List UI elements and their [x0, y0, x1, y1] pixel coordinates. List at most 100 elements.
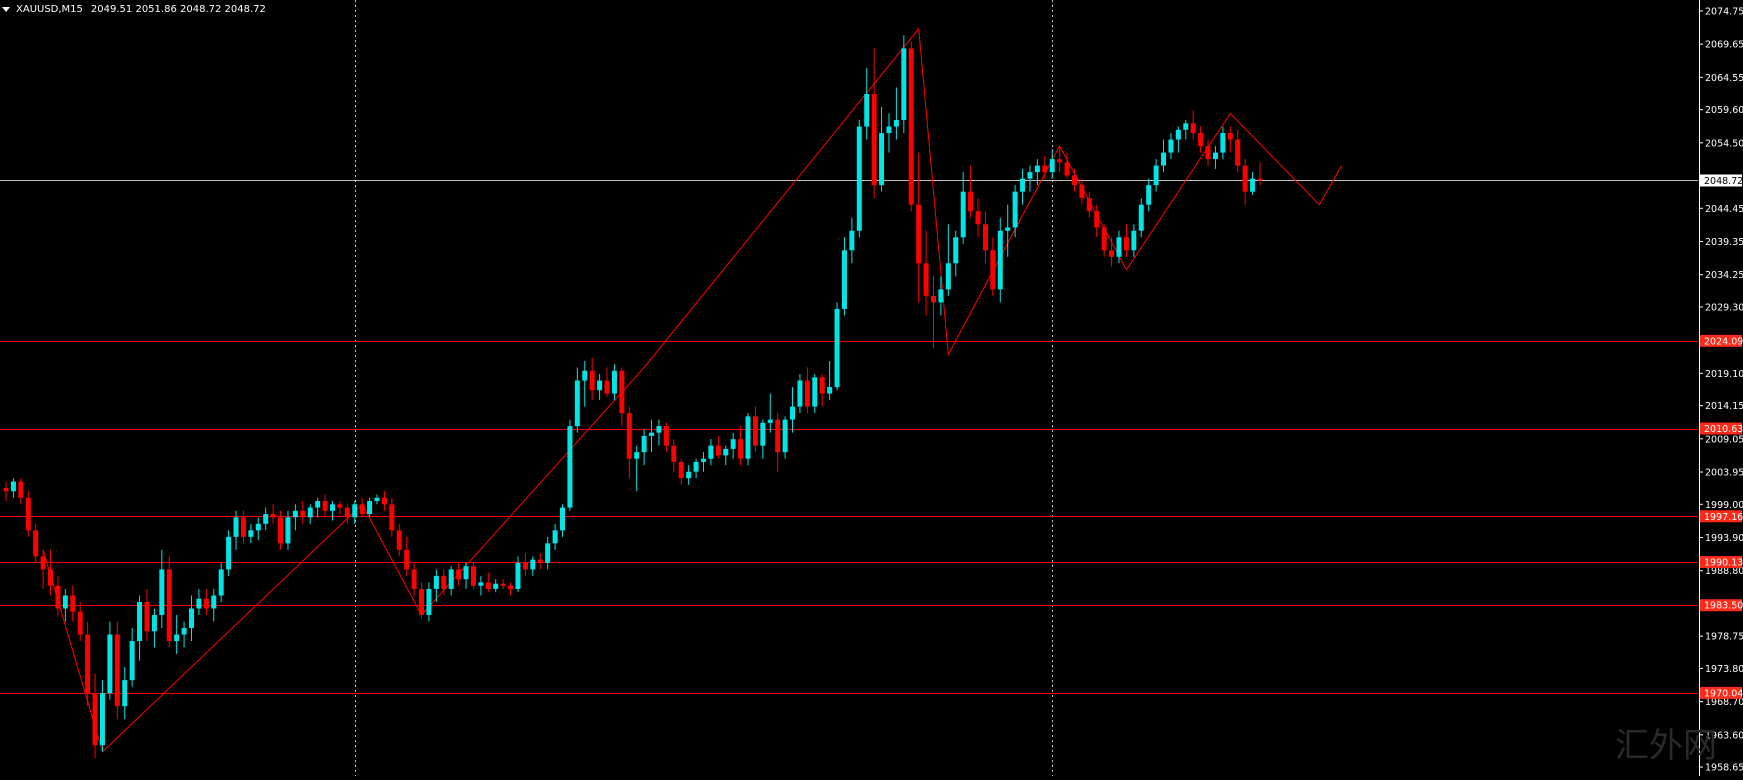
candle-body [270, 514, 276, 518]
candlestick [1116, 230, 1122, 264]
candlestick [433, 569, 439, 602]
candlestick [686, 465, 692, 485]
candlestick [649, 419, 655, 453]
candlestick [218, 562, 224, 602]
candlestick [493, 579, 499, 593]
candle-body [1109, 250, 1115, 257]
candlestick [1101, 224, 1107, 257]
candlestick [901, 35, 907, 134]
candlestick [819, 374, 825, 407]
candle-body [508, 585, 514, 589]
candlestick [62, 588, 68, 622]
dropdown-triangle-icon[interactable] [2, 6, 10, 12]
candlestick [508, 582, 514, 596]
candlestick [485, 572, 491, 593]
candle-body [1257, 178, 1263, 181]
candle-body [1175, 129, 1181, 140]
candlestick [456, 562, 462, 586]
candlestick [396, 523, 402, 557]
candlestick [760, 419, 766, 459]
price-tick-label: 1973.80 [1705, 664, 1743, 675]
candlestick [337, 501, 343, 515]
candle-body [92, 693, 98, 746]
price-tick-label: 1999.00 [1705, 500, 1743, 511]
candle-body [315, 501, 321, 508]
candlestick [790, 387, 796, 433]
candle-body [901, 48, 907, 121]
candle-body [693, 461, 699, 472]
candlestick [1257, 162, 1263, 186]
candle-body [752, 416, 758, 446]
candlestick [997, 217, 1003, 303]
candlestick [1123, 224, 1129, 257]
candle-body [945, 263, 951, 290]
candle-body [389, 504, 395, 531]
candle-body [678, 461, 684, 479]
level-price-label-box [1700, 556, 1742, 569]
level-price-label: 1990.13 [1704, 558, 1743, 569]
zigzag-indicator-line [42, 27, 1343, 753]
candlestick [1064, 152, 1070, 179]
candlestick [211, 588, 217, 622]
candle-body [1034, 165, 1040, 173]
candle-body [649, 432, 655, 436]
price-tick-label: 2019.10 [1705, 369, 1743, 380]
candlestick [137, 595, 143, 661]
candle-body [1027, 172, 1033, 179]
candlestick [752, 406, 758, 453]
candlestick [315, 497, 321, 518]
candle-body [656, 426, 662, 433]
candlestick [411, 562, 417, 596]
candlestick [1034, 159, 1040, 186]
price-tick-label: 2003.95 [1705, 468, 1743, 479]
candle-body [827, 387, 833, 394]
candle-body [263, 514, 269, 524]
candlestick [849, 217, 855, 264]
candle-body [211, 595, 217, 609]
candlestick [322, 494, 328, 518]
candle-body [55, 585, 61, 609]
candlestick [144, 588, 150, 642]
candlestick [945, 224, 951, 296]
candlestick [960, 172, 966, 244]
candle-body [1146, 185, 1152, 205]
candle-body [485, 582, 491, 589]
candlestick [166, 556, 172, 648]
candlestick [367, 497, 373, 518]
candle-body [522, 562, 528, 570]
candle-body [203, 598, 209, 609]
candlestick [92, 673, 98, 759]
candle-body [552, 530, 558, 544]
candlestick [174, 614, 180, 655]
level-price-label-box [1700, 422, 1742, 435]
candle-body [25, 497, 31, 531]
candle-body [404, 549, 410, 570]
candlestick [226, 530, 232, 576]
candlestick [114, 621, 120, 720]
candle-body [129, 641, 135, 681]
candlestick [99, 680, 105, 752]
price-tick-label: 2039.35 [1705, 237, 1743, 248]
candle-body [374, 497, 380, 502]
candle-body [322, 501, 328, 511]
candle-body [886, 126, 892, 134]
level-price-label-box [1700, 599, 1742, 612]
candlestick [374, 494, 380, 505]
candlestick [270, 504, 276, 524]
candle-body [849, 230, 855, 251]
level-price-label: 1970.04 [1704, 688, 1743, 699]
candlestick [189, 595, 194, 642]
level-price-label: 2010.63 [1704, 424, 1743, 435]
candlestick [834, 302, 840, 391]
candlestick [812, 374, 818, 414]
candlestick [1161, 139, 1167, 173]
candle-body [812, 377, 818, 407]
candlestick [693, 458, 699, 479]
candle-body [1005, 227, 1011, 231]
candle-body [419, 588, 425, 615]
candle-body [1049, 159, 1055, 173]
candlestick [582, 360, 588, 407]
